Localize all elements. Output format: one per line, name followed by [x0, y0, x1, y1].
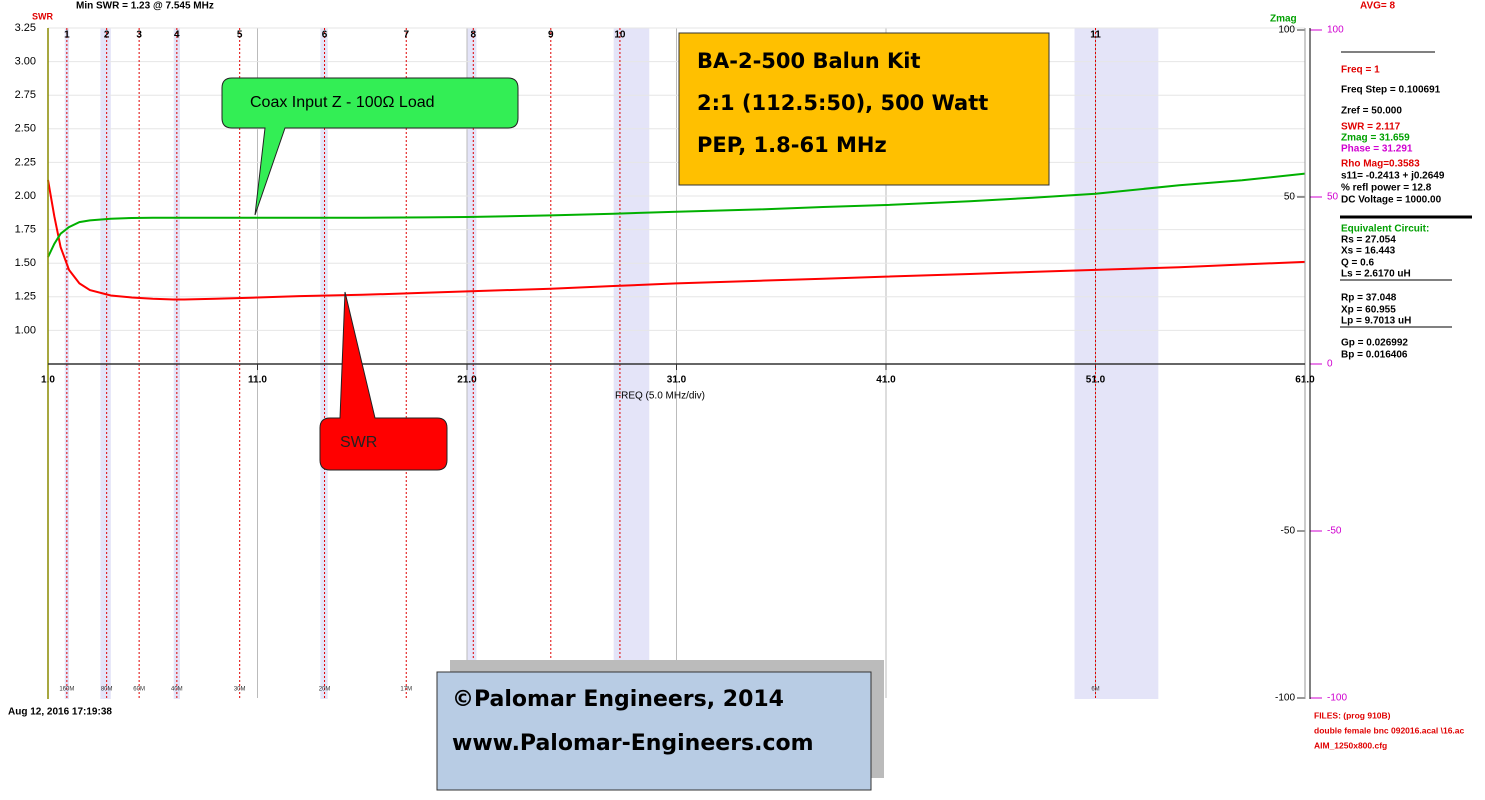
- series-line: [47, 172, 1306, 258]
- swr-legend: SWR: [32, 11, 53, 21]
- title-box: [678, 32, 1050, 186]
- credit-box: [436, 671, 872, 791]
- marker-label: 3: [136, 30, 142, 41]
- readout-line: Rp = 37.048: [1341, 293, 1397, 304]
- marker-band: 40M: [171, 687, 183, 693]
- marker-band: 80M: [101, 687, 113, 693]
- readout-line: s11= -0.2413 + j0.2649: [1341, 171, 1445, 182]
- y-tick-label: 1.75: [15, 224, 36, 236]
- y2-tick-label: 50: [1284, 192, 1296, 203]
- readout-line: DC Voltage = 1000.00: [1341, 195, 1442, 206]
- y-tick-label: 1.50: [15, 257, 36, 269]
- y-tick-label: 1.00: [15, 324, 36, 336]
- x-tick-label: 41.0: [876, 375, 896, 386]
- zmag-callout: [221, 77, 519, 216]
- y2-tick-label: 100: [1278, 25, 1295, 36]
- readout-line: Bp = 0.016406: [1341, 350, 1408, 361]
- readout-line: Rs = 27.054: [1341, 235, 1396, 246]
- y3-tick-label: 0: [1327, 359, 1333, 370]
- credit-line: ©Palomar Engineers, 2014: [452, 687, 784, 712]
- zmag-legend: Zmag: [1270, 14, 1297, 25]
- title-line: BA-2-500 Balun Kit: [697, 49, 921, 73]
- readout-line: Xs = 16.443: [1341, 246, 1396, 257]
- y3-tick-label: 50: [1327, 192, 1339, 203]
- readout-line: % refl power = 12.8: [1341, 183, 1432, 194]
- marker-label: 6: [322, 30, 328, 41]
- swr-callout: [319, 291, 448, 471]
- marker-label: 7: [403, 30, 409, 41]
- readout-line: Equivalent Circuit:: [1341, 224, 1429, 235]
- readout-line: Lp = 9.7013 uH: [1341, 316, 1411, 327]
- marker-band: 60M: [133, 687, 145, 693]
- readout-line: Zref = 50.000: [1341, 106, 1402, 117]
- files-line: FILES: (prog 910B): [1314, 710, 1391, 720]
- readout-line: Zmag = 31.659: [1341, 133, 1410, 144]
- callout-text: SWR: [340, 434, 377, 451]
- y-tick-label: 2.25: [15, 156, 36, 168]
- marker-label: 8: [471, 30, 477, 41]
- x-tick-label: 11.0: [248, 375, 267, 386]
- marker-label: 9: [548, 30, 554, 41]
- marker-band: 6M: [1091, 687, 1099, 693]
- marker-label: 11: [1090, 30, 1101, 41]
- marker-label: 10: [614, 30, 626, 41]
- y-tick-label: 2.50: [15, 123, 36, 135]
- series-line: [47, 179, 1306, 301]
- y3-tick-label: 100: [1327, 25, 1344, 36]
- marker-label: 5: [237, 30, 243, 41]
- x-tick-label: 21.0: [457, 375, 477, 386]
- readout-line: Phase = 31.291: [1341, 144, 1413, 155]
- y2-tick-label: -100: [1275, 693, 1295, 704]
- marker-band: 17M: [400, 687, 412, 693]
- marker-label: 1: [64, 30, 70, 41]
- credit-line: www.Palomar-Engineers.com: [452, 731, 814, 756]
- readout-line: Q = 0.6: [1341, 258, 1375, 269]
- readout-line: Freq Step = 0.100691: [1341, 85, 1441, 96]
- callout-text: Coax Input Z - 100Ω Load: [250, 94, 435, 111]
- y-tick-label: 3.00: [15, 56, 36, 68]
- y3-tick-label: -100: [1327, 693, 1347, 704]
- files-line: AIM_1250x800.cfg: [1314, 740, 1387, 750]
- marker-label: 2: [104, 30, 110, 41]
- y-tick-label: 2.75: [15, 89, 36, 101]
- marker-band: 160M: [59, 687, 74, 693]
- readout-line: SWR = 2.117: [1341, 122, 1401, 133]
- readout-line: Xp = 60.955: [1341, 305, 1396, 316]
- readout-line: Ls = 2.6170 uH: [1341, 269, 1411, 280]
- y2-tick-label: -50: [1281, 526, 1296, 537]
- y-tick-label: 3.25: [15, 22, 36, 34]
- marker-band: 30M: [234, 687, 246, 693]
- y-tick-label: 2.00: [15, 190, 36, 202]
- avg: AVG= 8: [1360, 1, 1396, 12]
- files-line: double female bnc 092016.acal \16.ac: [1314, 725, 1465, 735]
- x-tick-label: 31.0: [667, 375, 687, 386]
- x-axis-label: FREQ (5.0 MHz/div): [615, 391, 705, 402]
- timestamp: Aug 12, 2016 17:19:38: [8, 707, 112, 718]
- min-swr: Min SWR = 1.23 @ 7.545 MHz: [76, 1, 214, 12]
- readout-line: Gp = 0.026992: [1341, 338, 1408, 349]
- readout-line: Rho Mag=0.3583: [1341, 159, 1420, 170]
- readout-line: Freq = 1: [1341, 65, 1380, 76]
- title-line: PEP, 1.8-61 MHz: [697, 133, 887, 157]
- marker-band: 20M: [319, 687, 331, 693]
- y-tick-label: 1.25: [15, 291, 36, 303]
- marker-label: 4: [174, 30, 180, 41]
- y3-tick-label: -50: [1327, 526, 1342, 537]
- readout: Freq = 1 Freq Step = 0.100691 Zref = 50.00…: [1314, 65, 1465, 751]
- title-line: 2:1 (112.5:50), 500 Watt: [697, 91, 988, 115]
